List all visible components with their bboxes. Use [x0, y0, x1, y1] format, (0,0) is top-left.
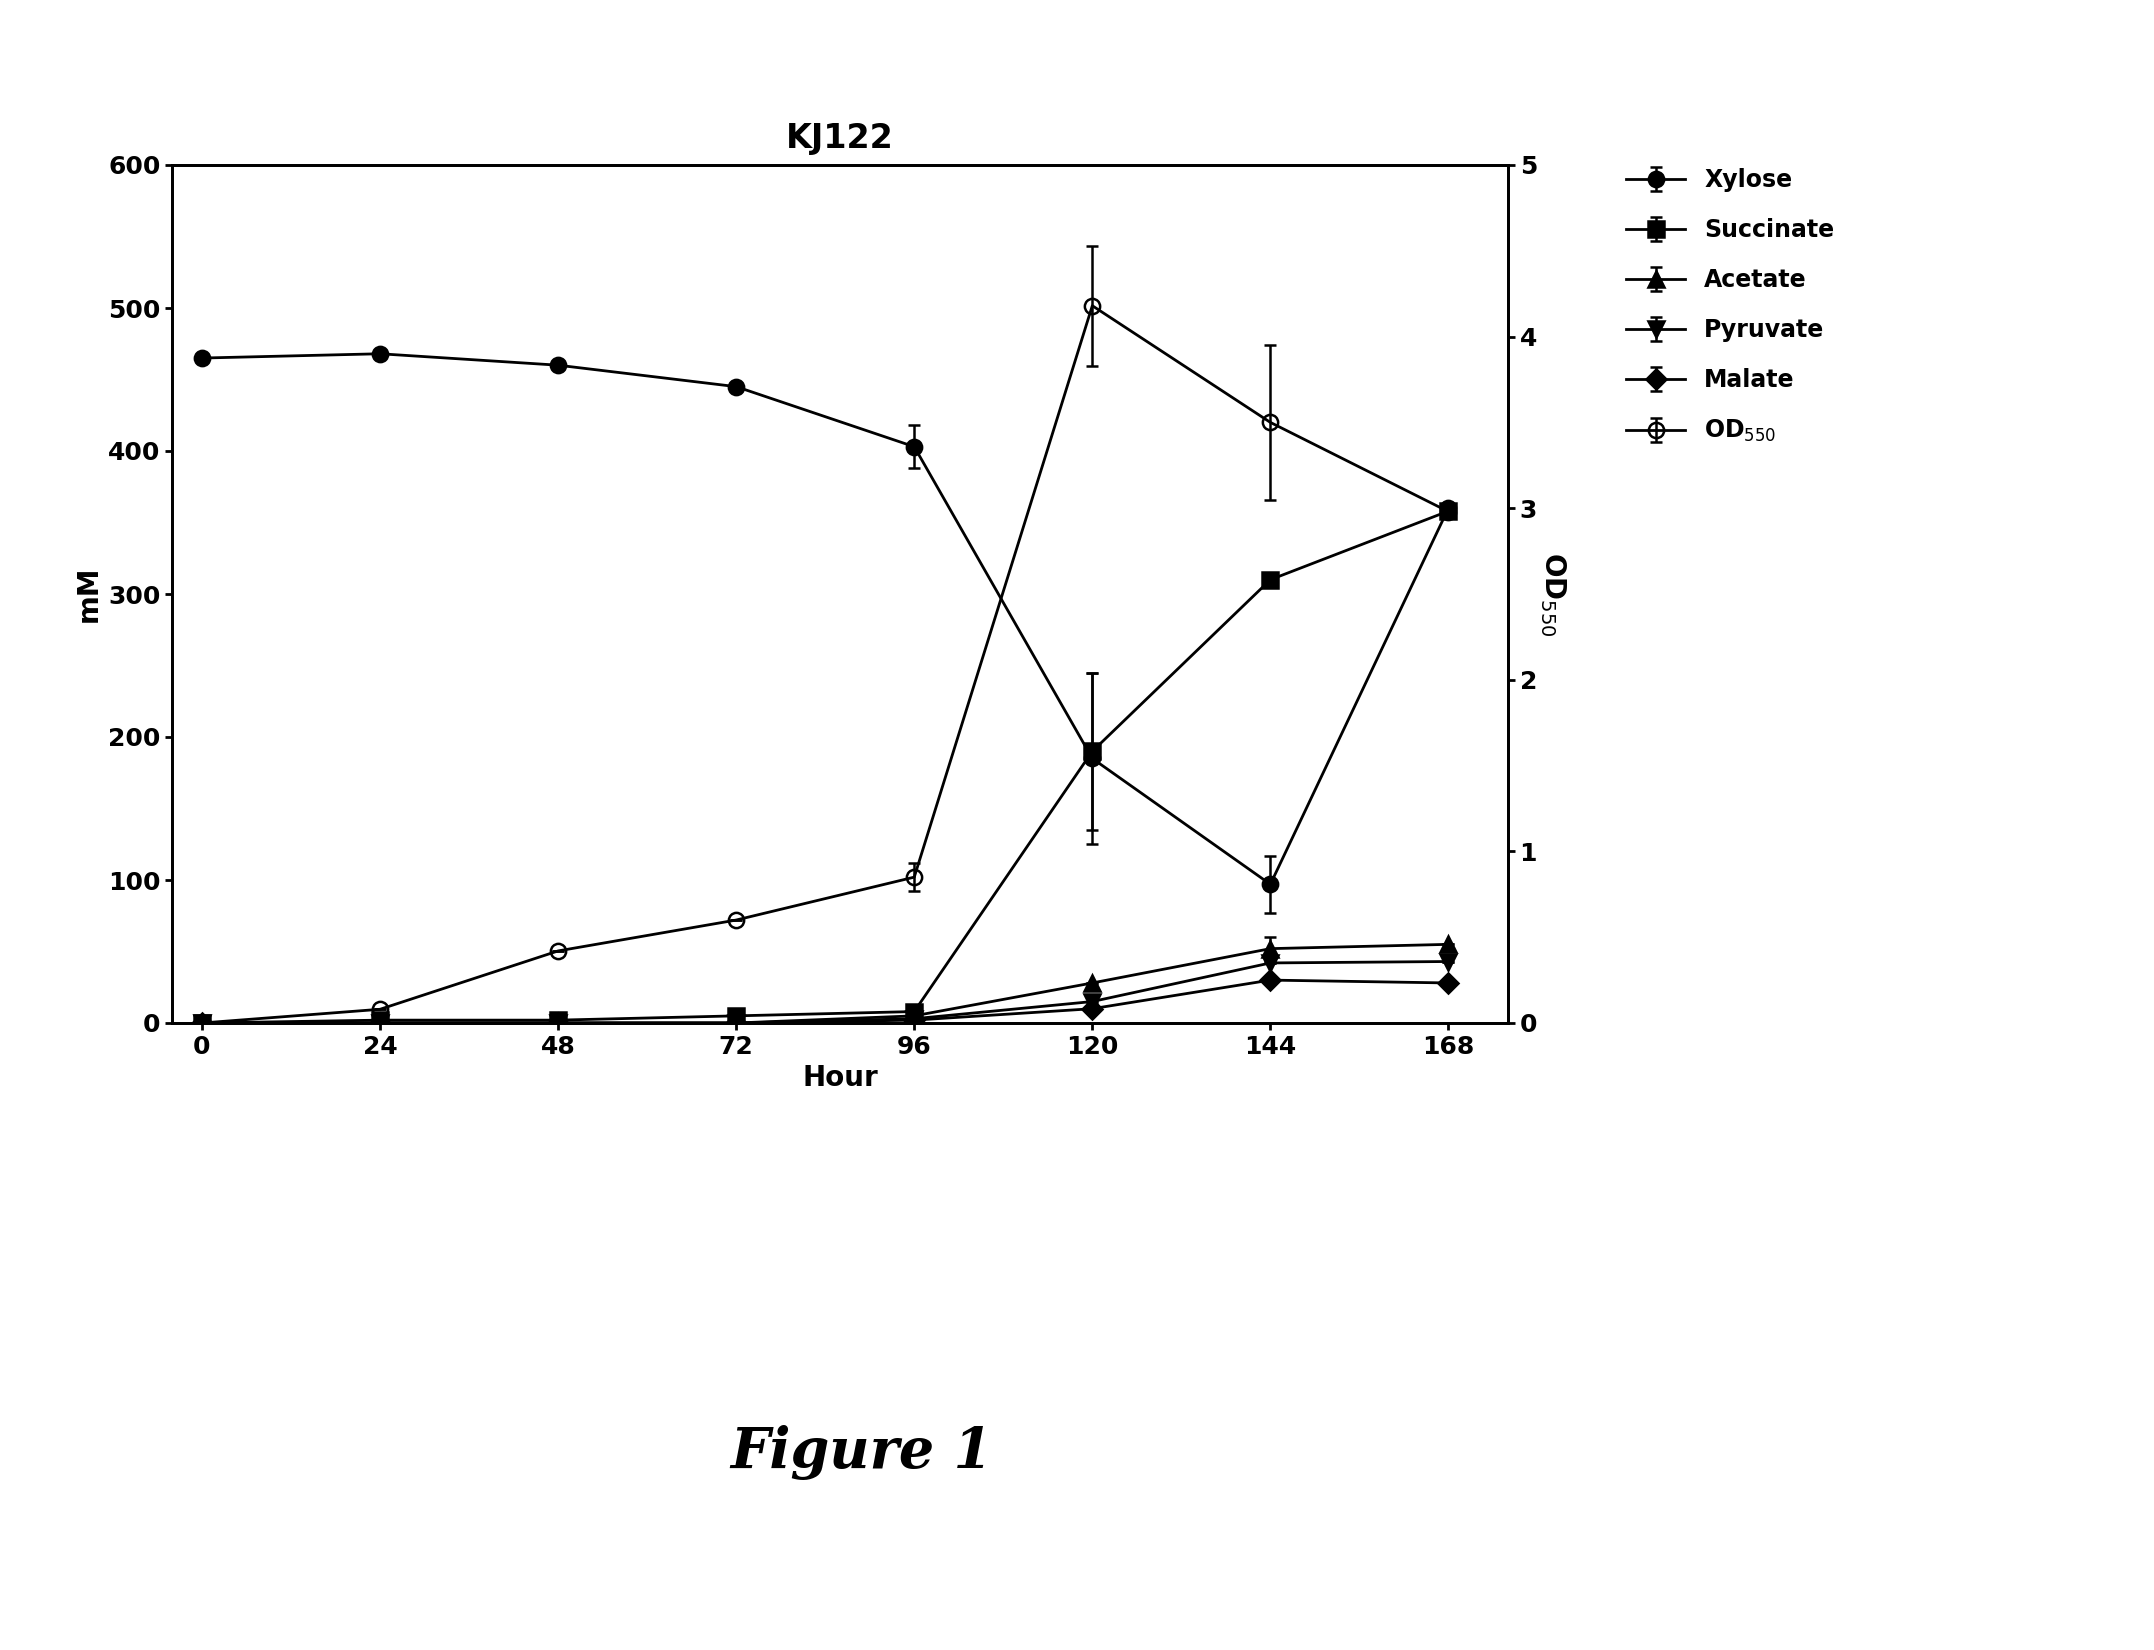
Y-axis label: OD$_{550}$: OD$_{550}$	[1538, 551, 1568, 637]
Legend: Xylose, Succinate, Acetate, Pyruvate, Malate, OD$_{550}$: Xylose, Succinate, Acetate, Pyruvate, Ma…	[1626, 168, 1835, 444]
Y-axis label: mM: mM	[75, 566, 103, 622]
Title: KJ122: KJ122	[786, 122, 894, 155]
X-axis label: Hour: Hour	[801, 1064, 879, 1092]
Text: Figure 1: Figure 1	[730, 1424, 993, 1480]
